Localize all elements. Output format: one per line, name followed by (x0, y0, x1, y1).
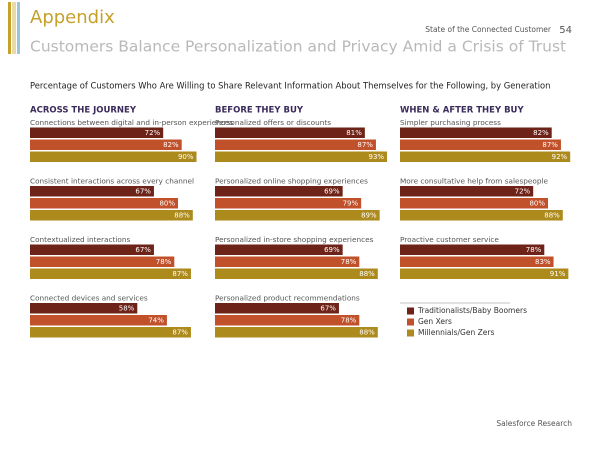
chart-title: Personalized offers or discounts (215, 118, 331, 127)
value-label: 81% (346, 129, 362, 137)
value-label: 79% (343, 200, 359, 208)
chart-title: Consistent interactions across every cha… (30, 177, 194, 186)
value-label: 72% (145, 129, 161, 137)
bar (30, 315, 167, 326)
chart-title: Personalized online shopping experiences (215, 177, 368, 186)
section: Appendix (30, 7, 115, 28)
value-label: 82% (163, 141, 179, 149)
bar (30, 256, 175, 267)
bar (30, 139, 182, 150)
bar (215, 151, 388, 162)
bar (400, 256, 554, 267)
bar (215, 268, 378, 279)
value-label: 69% (324, 188, 340, 196)
bar (215, 327, 378, 338)
bar (400, 198, 548, 209)
column-header: WHEN & AFTER THEY BUY (400, 106, 524, 116)
value-label: 78% (341, 258, 357, 266)
bar (30, 198, 178, 209)
bar (215, 256, 360, 267)
value-label: 88% (359, 329, 375, 337)
page-number: 54 (559, 25, 572, 36)
value-label: 67% (135, 188, 151, 196)
value-label: 88% (359, 270, 375, 278)
chart-title: Connections between digital and in-perso… (30, 118, 233, 127)
report-name: State of the Connected Customer (425, 25, 552, 34)
accent-bar (12, 2, 16, 54)
chart-title: Proactive customer service (400, 235, 499, 244)
bar (400, 127, 552, 138)
value-label: 92% (552, 153, 568, 161)
value-label: 67% (320, 305, 336, 313)
legend-label: Traditionalists/Baby Boomers (417, 306, 527, 315)
bar (400, 139, 561, 150)
bar (215, 186, 343, 197)
value-label: 78% (341, 317, 357, 325)
value-label: 78% (156, 258, 172, 266)
column-header: ACROSS THE JOURNEY (30, 106, 137, 116)
bar (215, 198, 362, 209)
chart-title: Personalized in-store shopping experienc… (215, 235, 374, 244)
value-label: 80% (159, 200, 175, 208)
accent-bar (8, 2, 11, 54)
bar (30, 127, 164, 138)
bar (30, 244, 154, 255)
chart-title: Simpler purchasing process (400, 118, 501, 127)
value-label: 93% (368, 153, 384, 161)
value-label: 88% (544, 212, 560, 220)
chart-title: More consultative help from salespeople (400, 177, 549, 186)
legend-label: Millennials/Gen Zers (418, 328, 494, 337)
chart-title: Personalized product recommendations (215, 294, 360, 303)
bar (215, 210, 380, 221)
legend-swatch (407, 318, 414, 326)
column-header: BEFORE THEY BUY (215, 106, 304, 116)
value-label: 67% (135, 246, 151, 254)
bar (400, 186, 534, 197)
value-label: 72% (515, 188, 531, 196)
value-label: 89% (361, 212, 377, 220)
value-label: 87% (542, 141, 558, 149)
value-label: 87% (172, 270, 188, 278)
value-label: 80% (529, 200, 545, 208)
value-label: 87% (357, 141, 373, 149)
value-label: 90% (178, 153, 194, 161)
bar (30, 303, 138, 314)
value-label: 83% (535, 258, 551, 266)
legend-swatch (407, 329, 414, 337)
bar (215, 244, 343, 255)
bar (30, 268, 191, 279)
bar (30, 186, 154, 197)
bar (400, 268, 569, 279)
bar (215, 315, 360, 326)
value-label: 91% (550, 270, 566, 278)
value-label: 87% (172, 329, 188, 337)
chart-title: Connected devices and services (30, 294, 148, 303)
value-label: 69% (324, 246, 340, 254)
chart-title: Contextualized interactions (30, 235, 130, 244)
page-title: Customers Balance Personalization and Pr… (30, 38, 566, 56)
bar (215, 127, 365, 138)
bar (400, 210, 563, 221)
bar (30, 327, 191, 338)
bar (215, 139, 376, 150)
subtitle: Percentage of Customers Who Are Willing … (30, 81, 550, 91)
value-label: 82% (533, 129, 549, 137)
accent-bar (17, 2, 20, 54)
legend-label: Gen Xers (418, 317, 452, 326)
value-label: 78% (526, 246, 542, 254)
footer: Salesforce Research (496, 419, 572, 428)
value-label: 58% (119, 305, 135, 313)
value-label: 74% (148, 317, 164, 325)
bar (30, 210, 193, 221)
bar (400, 244, 545, 255)
bar (30, 151, 197, 162)
legend-swatch (407, 307, 414, 315)
bar (400, 151, 571, 162)
value-label: 88% (174, 212, 190, 220)
bar (215, 303, 339, 314)
